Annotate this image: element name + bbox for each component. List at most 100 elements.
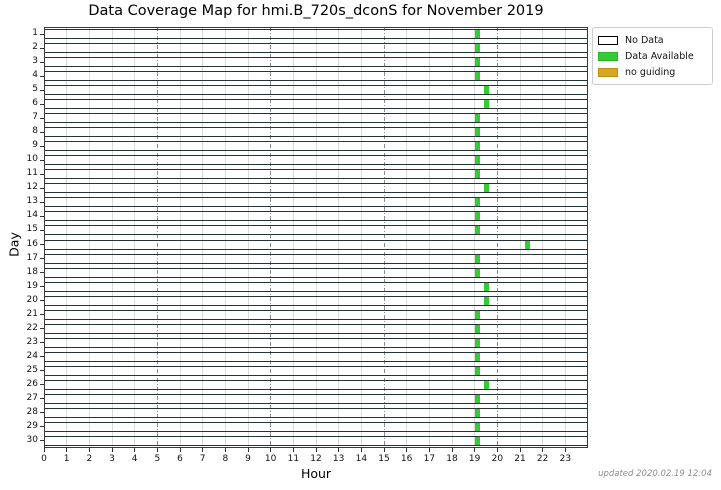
x-tick-label-3: 3 [109, 454, 115, 464]
coverage-segment-day-29 [474, 421, 481, 432]
x-tick-label-14: 14 [355, 454, 368, 464]
no-guiding-swatch-icon [598, 67, 618, 77]
day-row-3 [44, 57, 588, 68]
y-tick-label-5: 5 [32, 84, 38, 95]
x-tick-label-22: 22 [536, 454, 549, 464]
x-tick-7 [202, 448, 204, 452]
y-tick-11 [40, 173, 44, 175]
x-tick-label-5: 5 [154, 454, 161, 464]
updated-timestamp: updated 2020.02.19 12:04 [598, 469, 712, 479]
x-tick-label-11: 11 [287, 454, 300, 464]
x-tick-label-18: 18 [446, 454, 458, 464]
day-row-20 [44, 295, 588, 306]
x-tick-label-21: 21 [514, 454, 526, 464]
gridline-hour-13 [338, 27, 340, 448]
day-row-10 [44, 155, 588, 166]
y-tick-label-11: 11 [26, 168, 38, 179]
coverage-segment-day-22 [474, 323, 481, 334]
y-tick-10 [40, 159, 44, 161]
coverage-segment-day-14 [474, 211, 481, 222]
x-tick-1 [66, 448, 68, 452]
coverage-segment-day-16 [524, 239, 531, 250]
legend: No Data Data Available no guiding [592, 27, 713, 85]
y-tick-label-21: 21 [26, 308, 38, 319]
x-tick-6 [179, 448, 181, 452]
x-tick-8 [224, 448, 226, 452]
day-row-7 [44, 113, 588, 124]
y-tick-19 [40, 286, 44, 288]
x-tick-label-12: 12 [310, 454, 322, 464]
y-axis-label: Day [6, 232, 22, 257]
x-tick-label-9: 9 [245, 454, 251, 464]
y-tick-label-18: 18 [26, 266, 38, 277]
gridline-hour-3 [111, 27, 113, 448]
no-data-swatch-icon [598, 35, 618, 45]
gridline-hour-16 [406, 27, 408, 448]
y-tick-27 [40, 398, 44, 400]
gridline-hour-1 [66, 27, 68, 448]
legend-label: Data Available [625, 50, 694, 62]
day-row-14 [44, 211, 588, 222]
y-tick-5 [40, 89, 44, 91]
y-tick-label-28: 28 [26, 406, 38, 417]
y-tick-label-22: 22 [26, 322, 38, 333]
y-tick-label-19: 19 [26, 280, 38, 291]
coverage-segment-day-10 [474, 155, 481, 166]
day-row-15 [44, 225, 588, 236]
y-tick-26 [40, 384, 44, 386]
day-row-24 [44, 351, 588, 362]
coverage-segment-day-13 [474, 197, 481, 208]
day-row-5 [44, 85, 588, 96]
y-tick-label-2: 2 [32, 42, 38, 53]
x-tick-label-17: 17 [423, 454, 436, 464]
gridline-hour-4 [134, 27, 136, 448]
x-tick-label-10: 10 [264, 454, 277, 464]
coverage-segment-day-30 [474, 435, 481, 446]
x-tick-label-6: 6 [177, 454, 183, 464]
day-row-6 [44, 99, 588, 110]
x-tick-12 [315, 448, 317, 452]
gridline-hour-14 [360, 27, 362, 448]
gridline-hour-23 [564, 27, 566, 448]
x-tick-label-0: 0 [41, 454, 47, 464]
legend-item-no-data: No Data [598, 32, 706, 48]
gridline-hour-20 [496, 27, 498, 448]
y-tick-29 [40, 426, 44, 428]
day-row-8 [44, 127, 588, 138]
y-tick-label-29: 29 [26, 420, 38, 431]
x-tick-5 [156, 448, 158, 452]
y-tick-15 [40, 229, 44, 231]
y-tick-label-13: 13 [26, 196, 38, 207]
coverage-segment-day-2 [474, 43, 481, 54]
day-row-26 [44, 379, 588, 390]
x-tick-label-20: 20 [491, 454, 504, 464]
day-row-17 [44, 253, 588, 264]
y-tick-21 [40, 314, 44, 316]
y-tick-20 [40, 300, 44, 302]
x-tick-16 [406, 448, 408, 452]
day-row-2 [44, 43, 588, 54]
gridline-hour-2 [88, 27, 90, 448]
day-row-30 [44, 435, 588, 446]
y-tick-label-8: 8 [32, 126, 38, 137]
y-tick-label-24: 24 [26, 350, 38, 361]
gridline-hour-19 [474, 27, 476, 448]
day-row-27 [44, 393, 588, 404]
y-tick-label-20: 20 [26, 294, 38, 305]
y-tick-label-30: 30 [26, 434, 38, 445]
y-tick-22 [40, 328, 44, 330]
y-tick-label-10: 10 [26, 154, 38, 165]
coverage-segment-day-18 [474, 267, 481, 278]
y-tick-label-6: 6 [32, 98, 38, 109]
x-tick-4 [134, 448, 136, 452]
y-tick-label-17: 17 [26, 252, 38, 263]
coverage-segment-day-15 [474, 225, 481, 236]
x-tick-label-13: 13 [332, 454, 345, 464]
coverage-segment-day-25 [474, 365, 481, 376]
x-tick-20 [496, 448, 498, 452]
x-tick-14 [360, 448, 362, 452]
coverage-segment-day-17 [474, 253, 481, 264]
gridline-hour-18 [451, 27, 453, 448]
